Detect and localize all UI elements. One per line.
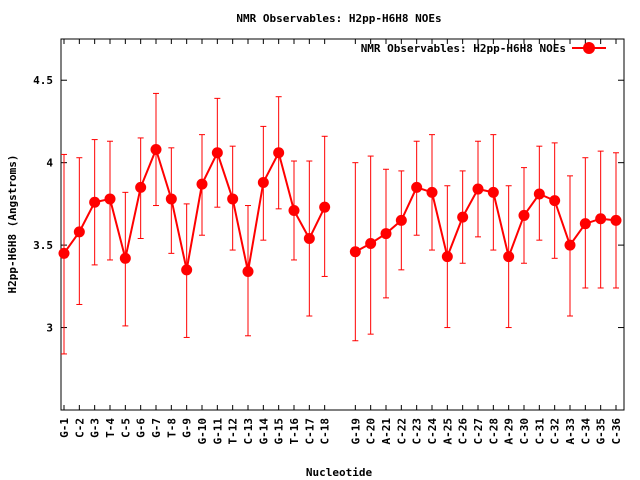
x-tick-label: A-21: [380, 418, 393, 445]
x-tick-label: G-7: [150, 418, 163, 438]
data-point: [610, 214, 622, 226]
data-point: [227, 193, 239, 205]
x-tick-label: G-3: [89, 418, 102, 438]
x-tick-label: C-17: [303, 418, 316, 445]
data-point: [89, 196, 101, 208]
data-point: [58, 247, 70, 259]
x-tick-label: G-35: [595, 418, 608, 445]
x-tick-label: G-19: [349, 418, 362, 445]
plot-frame: [60, 38, 625, 411]
data-point: [303, 233, 315, 245]
data-point: [441, 251, 453, 263]
data-point: [196, 178, 208, 190]
x-tick-label: C-5: [119, 418, 132, 438]
x-tick-label: G-11: [211, 418, 224, 445]
x-tick-label: T-8: [165, 418, 178, 438]
x-tick-label: T-4: [104, 418, 117, 438]
x-tick-label: C-27: [472, 418, 485, 445]
data-point: [380, 228, 392, 240]
x-tick-label: G-14: [257, 418, 270, 445]
x-tick-label: C-32: [549, 418, 562, 445]
x-tick-label: C-22: [395, 418, 408, 445]
x-axis-label: Nucleotide: [306, 466, 373, 479]
legend-label: NMR Observables: H2pp-H6H8 NOEs: [361, 42, 566, 55]
data-point: [472, 183, 484, 195]
x-axis: G-1 C-2 G-3 T-4 C-5 G-6 G-7 T-8 G-9 G-10 G-11 T-12 C…: [58, 39, 623, 445]
data-point: [395, 214, 407, 226]
y-tick-label: 3: [46, 322, 53, 335]
data-point: [181, 264, 193, 276]
x-tick-label: A-33: [564, 418, 577, 445]
x-tick-label: A-25: [441, 418, 454, 445]
data-point: [150, 143, 162, 155]
x-tick-label: C-24: [426, 418, 439, 445]
series-line: [354, 186, 617, 261]
x-tick-label: G-15: [273, 418, 286, 445]
data-point: [73, 226, 85, 238]
data-point: [411, 181, 423, 193]
x-tick-label: C-31: [533, 418, 546, 445]
data-point: [257, 176, 269, 188]
data-point: [242, 265, 254, 277]
y-tick-label: 3.5: [33, 239, 53, 252]
data-point: [273, 147, 285, 159]
y-axis-label: H2pp-H6H8 (Angstroms): [6, 154, 19, 293]
x-tick-label: C-26: [457, 418, 470, 445]
x-tick-label: G-10: [196, 418, 209, 445]
data-point: [104, 193, 116, 205]
data-point: [365, 237, 377, 249]
chart-title: NMR Observables: H2pp-H6H8 NOEs: [236, 12, 441, 25]
data-point: [564, 239, 576, 251]
legend: NMR Observables: H2pp-H6H8 NOEs: [361, 42, 606, 55]
x-tick-label: C-20: [365, 418, 378, 445]
data-point: [319, 201, 331, 213]
x-tick-label: A-29: [503, 418, 516, 445]
data-point: [533, 188, 545, 200]
x-tick-label: G-1: [58, 418, 71, 438]
data-point: [457, 211, 469, 223]
x-tick-label: G-9: [181, 418, 194, 438]
data-point: [135, 181, 147, 193]
data-point: [211, 147, 223, 159]
x-tick-label: C-2: [73, 418, 86, 438]
x-tick-label: G-6: [135, 418, 148, 438]
data-point: [487, 186, 499, 198]
data-point: [549, 195, 561, 207]
y-tick-label: 4.5: [33, 74, 53, 87]
data-point: [503, 251, 515, 263]
x-tick-label: C-28: [487, 418, 500, 445]
data-point: [288, 204, 300, 216]
data-point: [579, 218, 591, 230]
y-tick-label: 4: [46, 157, 53, 170]
x-tick-label: T-16: [288, 418, 301, 445]
data-point: [119, 252, 131, 264]
legend-marker: [583, 42, 595, 54]
series-line: [63, 146, 326, 272]
x-tick-label: C-36: [610, 418, 623, 445]
x-tick-label: C-23: [411, 418, 424, 445]
data-point: [165, 193, 177, 205]
y-axis: 3 3.5 4 4.5: [33, 74, 624, 335]
data-point: [595, 213, 607, 225]
x-tick-label: C-30: [518, 418, 531, 445]
data-point: [426, 186, 438, 198]
series-layer: [58, 92, 622, 355]
x-tick-label: C-18: [319, 418, 332, 445]
data-point: [349, 246, 361, 258]
x-tick-label: C-13: [242, 418, 255, 445]
x-tick-label: T-12: [227, 418, 240, 445]
data-point: [518, 209, 530, 221]
x-tick-label: C-34: [579, 418, 592, 445]
